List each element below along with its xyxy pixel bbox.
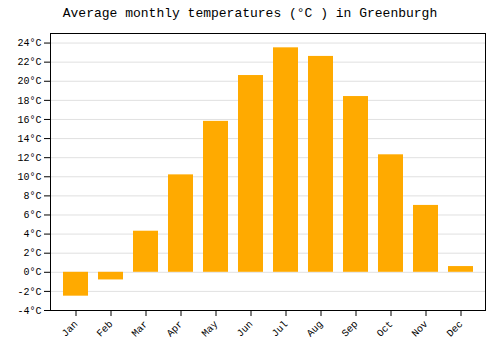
svg-text:14°C: 14°C: [17, 134, 41, 145]
svg-text:4°C: 4°C: [23, 229, 41, 240]
svg-text:-4°C: -4°C: [17, 306, 41, 317]
svg-text:-2°C: -2°C: [17, 287, 41, 298]
svg-text:0°C: 0°C: [23, 267, 41, 278]
svg-text:8°C: 8°C: [23, 191, 41, 202]
svg-text:12°C: 12°C: [17, 153, 41, 164]
svg-text:18°C: 18°C: [17, 96, 41, 107]
svg-text:Dec: Dec: [445, 319, 466, 340]
svg-text:Aug: Aug: [305, 319, 326, 340]
svg-text:Mar: Mar: [130, 319, 151, 340]
svg-text:Jan: Jan: [60, 319, 81, 340]
svg-text:10°C: 10°C: [17, 172, 41, 183]
svg-text:6°C: 6°C: [23, 210, 41, 221]
svg-text:20°C: 20°C: [17, 76, 41, 87]
svg-text:Nov: Nov: [410, 319, 431, 340]
svg-text:22°C: 22°C: [17, 57, 41, 68]
svg-text:Jun: Jun: [235, 319, 256, 340]
svg-text:May: May: [200, 319, 221, 340]
svg-text:Jul: Jul: [270, 319, 291, 340]
svg-text:Oct: Oct: [375, 319, 396, 340]
html-text:Average monthly temperatures (: Average monthly temperatures (°C ) in Gr…: [62, 6, 438, 21]
svg-text:24°C: 24°C: [17, 38, 41, 49]
svg-text:16°C: 16°C: [17, 115, 41, 126]
svg-text:Apr: Apr: [165, 319, 186, 340]
svg-text:Feb: Feb: [95, 319, 116, 340]
svg-text:2°C: 2°C: [23, 248, 41, 259]
svg-text:Sep: Sep: [340, 319, 361, 340]
